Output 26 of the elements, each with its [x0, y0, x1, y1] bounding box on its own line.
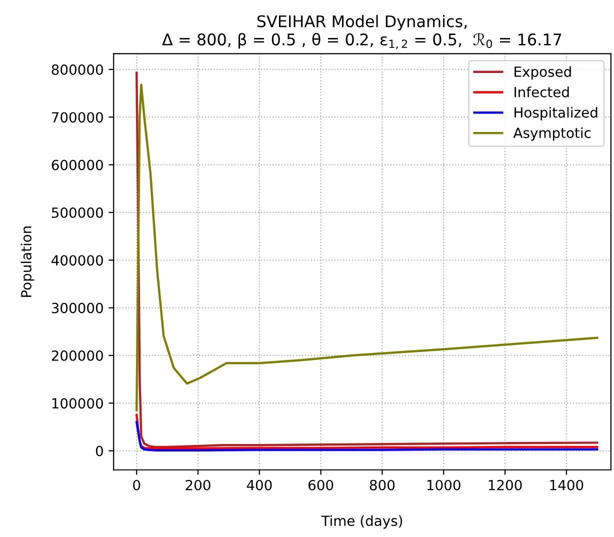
y-tick-label: 100000	[52, 398, 103, 409]
x-tick-label: 1400	[550, 480, 584, 490]
y-tick-label: 300000	[52, 302, 103, 314]
y-tick-label: 400000	[52, 255, 103, 266]
y-tick-label: 500000	[52, 207, 103, 218]
y-tick-label: 800000	[52, 64, 103, 75]
y-tick-label: 0	[96, 446, 103, 456]
x-tick-label: 1200	[488, 480, 522, 490]
x-axis-title: Time (days)	[321, 515, 402, 529]
chart-title: SVEIHAR Model Dynamics, Δ = 800, β = 0.5 , θ = 0.2, ε$_{1,2}$ = 0.5, ℛ$_{0}$ = 16.17	[162, 14, 562, 50]
legend-label: Hospitalized	[514, 106, 598, 120]
x-tick-label: 600	[308, 480, 334, 490]
x-tick-label: 0	[133, 480, 140, 490]
x-tick-label: 800	[370, 480, 395, 490]
y-axis-title: Population	[20, 226, 34, 297]
x-tick-label: 400	[246, 480, 272, 490]
legend-label: Exposed	[514, 66, 571, 80]
y-tick-label: 700000	[52, 112, 103, 123]
y-tick-label: 600000	[52, 160, 103, 170]
y-tick-label: 200000	[52, 350, 103, 361]
legend-label: Infected	[514, 86, 569, 98]
x-tick-label: 200	[186, 480, 210, 490]
line-series	[136, 414, 598, 450]
legend-label: Asymptotic	[513, 127, 591, 141]
line-series	[136, 421, 598, 452]
x-tick-label: 1000	[427, 480, 460, 490]
